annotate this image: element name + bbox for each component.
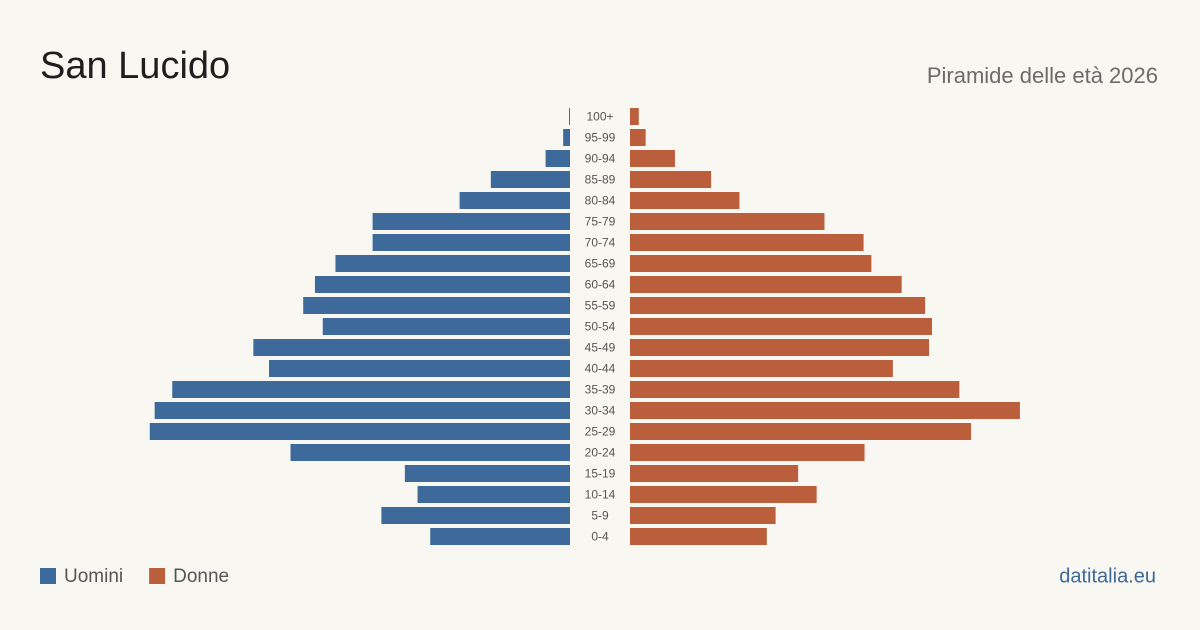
- bar: [630, 528, 767, 545]
- bar: [569, 108, 570, 125]
- bar: [335, 255, 570, 272]
- age-label: 70-74: [585, 236, 616, 250]
- age-label: 35-39: [585, 383, 616, 397]
- bar: [490, 171, 570, 188]
- bar: [545, 150, 570, 167]
- bar: [630, 150, 675, 167]
- bar: [372, 213, 570, 230]
- age-label: 50-54: [585, 320, 616, 334]
- bar: [630, 486, 817, 503]
- legend-swatch: [149, 568, 166, 584]
- age-label: 95-99: [585, 131, 616, 145]
- source: datitalia.eu: [1059, 565, 1156, 587]
- bar: [630, 276, 902, 293]
- bar: [630, 318, 932, 335]
- bar: [630, 234, 864, 251]
- bar: [630, 108, 639, 125]
- bar: [459, 192, 570, 209]
- age-label: 10-14: [585, 488, 616, 502]
- bar: [322, 318, 570, 335]
- age-label: 90-94: [585, 152, 616, 166]
- age-label: 75-79: [585, 215, 616, 229]
- bar: [172, 381, 570, 398]
- bar: [630, 423, 972, 440]
- chart-title: San Lucido: [40, 45, 230, 87]
- age-label: 85-89: [585, 173, 616, 187]
- age-label: 20-24: [585, 446, 616, 460]
- bar: [630, 297, 926, 314]
- bar: [417, 486, 570, 503]
- bar: [630, 402, 1020, 419]
- bar: [630, 381, 960, 398]
- bar: [630, 465, 799, 482]
- bar: [630, 360, 893, 377]
- chart-subtitle: Piramide delle età 2026: [927, 63, 1158, 88]
- bar: [630, 129, 646, 146]
- age-label: 0-4: [591, 530, 609, 544]
- age-label: 60-64: [585, 278, 616, 292]
- legend-label: Uomini: [64, 566, 123, 587]
- age-label: 30-34: [585, 404, 616, 418]
- bar: [269, 360, 570, 377]
- age-label: 100+: [586, 110, 613, 124]
- bar: [314, 276, 570, 293]
- bar: [303, 297, 570, 314]
- age-label: 55-59: [585, 299, 616, 313]
- bar: [404, 465, 570, 482]
- age-label: 25-29: [585, 425, 616, 439]
- age-label: 5-9: [591, 509, 609, 523]
- age-label: 65-69: [585, 257, 616, 271]
- bar: [630, 171, 712, 188]
- bar: [630, 192, 740, 209]
- bar: [154, 402, 570, 419]
- bar: [381, 507, 570, 524]
- bar: [630, 339, 930, 356]
- age-label: 80-84: [585, 194, 616, 208]
- bar: [253, 339, 570, 356]
- bar: [563, 129, 570, 146]
- age-label: 40-44: [585, 362, 616, 376]
- age-label: 45-49: [585, 341, 616, 355]
- bar: [630, 255, 872, 272]
- bar: [290, 444, 570, 461]
- bar: [372, 234, 570, 251]
- legend-swatch: [40, 568, 56, 584]
- age-label: 15-19: [585, 467, 616, 481]
- bar: [630, 444, 865, 461]
- bar: [430, 528, 570, 545]
- bar: [630, 213, 825, 230]
- bar: [149, 423, 571, 440]
- legend-label: Donne: [173, 566, 229, 587]
- bar: [630, 507, 776, 524]
